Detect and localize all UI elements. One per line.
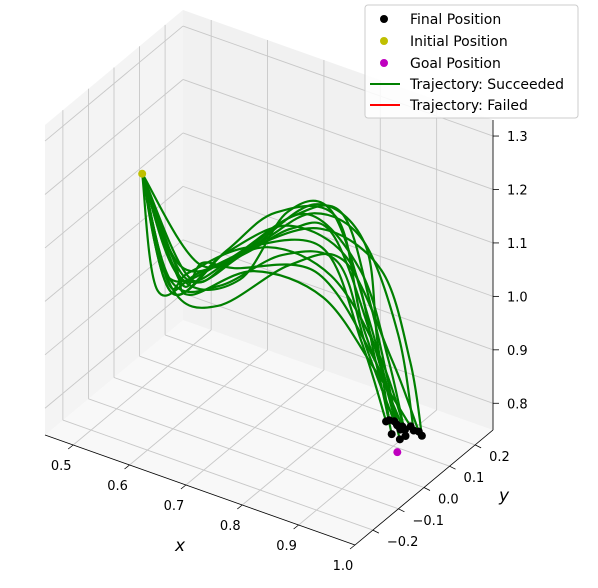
legend-label-initial-position: Initial Position	[410, 34, 508, 50]
y-tick-mark	[372, 529, 380, 534]
y-tick-mark	[449, 465, 456, 470]
x-tick-mark	[237, 504, 243, 510]
legend-item-trajectory-failed: Trajectory: Failed	[370, 98, 528, 114]
final-position-marker	[387, 430, 396, 439]
x-axis-line	[44, 434, 356, 546]
x-tick-mark	[349, 544, 356, 550]
final-position-marker	[395, 435, 404, 444]
grid-z-back	[182, 79, 494, 190]
x-tick-mark	[67, 444, 74, 450]
grid-z-left	[44, 79, 184, 195]
x-tick-mark	[124, 464, 130, 470]
y-tick-mark	[423, 487, 431, 491]
x-tick-label: 0.8	[220, 519, 241, 534]
legend-item-initial-position: Initial Position	[380, 34, 508, 50]
legend-box	[364, 4, 579, 119]
z-tick-label: 0.8	[507, 397, 528, 412]
y-tick-label: −0.1	[412, 514, 444, 529]
z-tick-label: 1.2	[507, 183, 528, 198]
trajectory-line	[141, 172, 393, 436]
y-tick-label: −0.2	[387, 535, 419, 550]
y-tick-label: 0.2	[489, 450, 510, 465]
trajectory-line	[141, 172, 402, 431]
grid-z-left	[44, 25, 184, 142]
grid-y-floor	[88, 398, 399, 510]
goal-position-marker	[393, 448, 402, 457]
grid-y-floor	[164, 334, 476, 446]
trajectory-lines	[141, 172, 423, 441]
final-position-marker	[409, 426, 418, 435]
x-tick-label: 0.7	[164, 499, 185, 514]
x-tick-label: 0.9	[276, 539, 297, 554]
y-tick-mark	[474, 444, 482, 449]
initial-position-marker	[138, 169, 147, 178]
trajectory-line	[141, 172, 391, 422]
grid-lines	[44, 20, 494, 546]
legend-marker-final-position	[380, 15, 388, 23]
legend-label-goal-position: Goal Position	[410, 56, 501, 72]
trajectory-line	[141, 172, 423, 437]
grid-z-left	[44, 292, 184, 409]
legend: Final Position Initial Position Goal Pos…	[364, 4, 579, 119]
final-position-marker	[396, 425, 405, 434]
grid-z-back	[182, 132, 494, 244]
grid-z-left	[44, 132, 184, 249]
final-position-marker	[382, 417, 391, 426]
legend-label-trajectory-failed: Trajectory: Failed	[409, 98, 528, 114]
z-tick-label: 0.9	[507, 344, 528, 359]
legend-label-trajectory-succeeded: Trajectory: Succeeded	[409, 77, 564, 93]
grid-y-floor	[62, 419, 374, 531]
grid-z-back	[182, 292, 494, 404]
legend-marker-goal-position	[380, 59, 388, 67]
x-tick-label: 0.6	[107, 479, 128, 494]
x-tick-mark	[180, 484, 187, 490]
final-position-marker	[417, 431, 426, 440]
z-tick-label: 1.3	[507, 130, 528, 145]
y-tick-label: 0.0	[438, 493, 459, 508]
trajectory-line	[141, 172, 401, 441]
y-tick-mark	[398, 508, 405, 513]
grid-y-floor	[139, 355, 450, 467]
y-axis-label: y	[498, 486, 510, 506]
grid-y-floor	[113, 377, 425, 488]
position-markers	[138, 169, 426, 457]
trajectory-line	[141, 172, 415, 432]
legend-item-goal-position: Goal Position	[380, 56, 501, 72]
z-tick-label: 1.1	[507, 237, 528, 252]
axis-ticks: 0.5 0.6 0.7 0.8 0.9 1.0 −0.2 −0.1 0.0 0.1 0.2 0.8 0.…	[51, 130, 528, 574]
x-tick-label: 0.5	[51, 459, 72, 474]
y-tick-label: 0.1	[464, 471, 485, 486]
legend-label-final-position: Final Position	[410, 12, 501, 28]
x-tick-label: 1.0	[333, 559, 354, 574]
z-tick-label: 1.0	[507, 290, 528, 305]
legend-item-trajectory-succeeded: Trajectory: Succeeded	[370, 77, 564, 93]
legend-item-final-position: Final Position	[380, 12, 501, 28]
legend-marker-initial-position	[380, 37, 388, 45]
x-axis-label: x	[174, 536, 186, 556]
x-tick-mark	[293, 524, 299, 530]
